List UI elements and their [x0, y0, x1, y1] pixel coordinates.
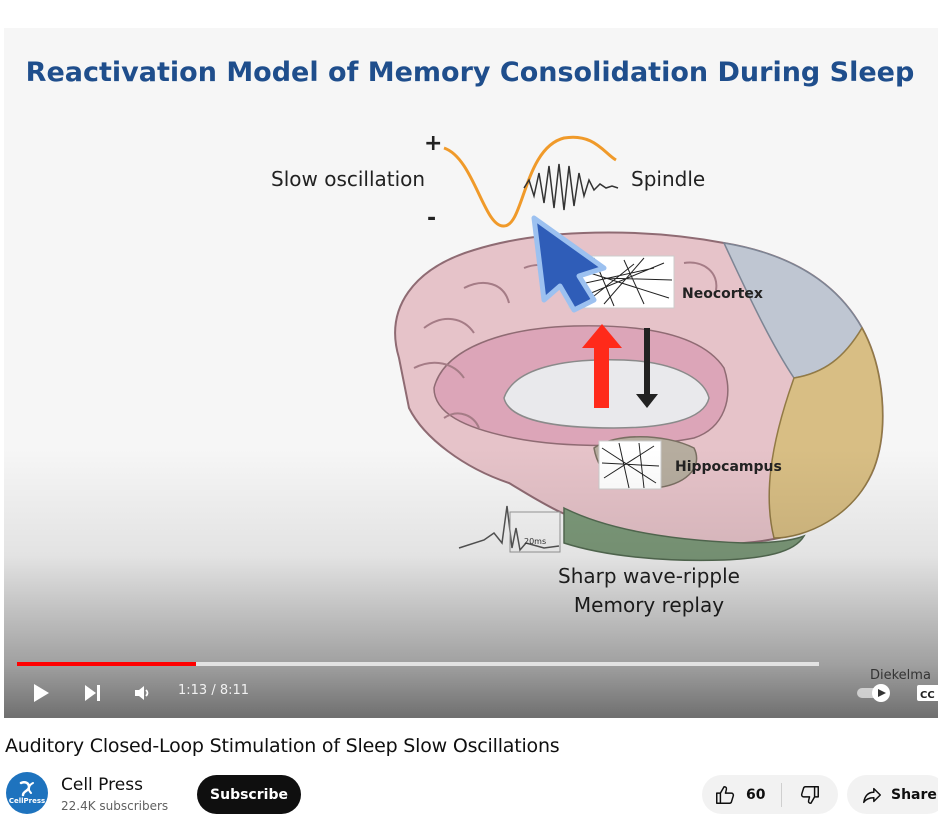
current-time: 1:13	[178, 683, 208, 698]
mute-button[interactable]	[128, 678, 158, 708]
slide-credit: Diekelma	[870, 668, 931, 683]
video-player[interactable]: Reactivation Model of Memory Consolidati…	[4, 28, 938, 718]
neocortex-label: Neocortex	[682, 286, 763, 302]
time-display: 1:13 / 8:11	[178, 683, 249, 698]
avatar-text: CellPress	[8, 797, 46, 805]
video-title: Auditory Closed-Loop Stimulation of Slee…	[5, 735, 560, 757]
hippocampus-neuron-panel	[598, 440, 662, 490]
closed-captions-icon: CC	[917, 685, 938, 701]
slide-title: Reactivation Model of Memory Consolidati…	[26, 57, 915, 88]
plus-sign: +	[424, 131, 442, 156]
time-separator: /	[207, 683, 220, 698]
hippocampus-label: Hippocampus	[675, 459, 782, 475]
spindle-label: Spindle	[631, 167, 705, 191]
slow-oscillation-label: Slow oscillation	[271, 167, 425, 191]
scale-label: 20ms	[524, 537, 546, 546]
like-dislike-group: 60	[702, 775, 838, 814]
play-button[interactable]	[26, 678, 56, 708]
black-down-arrow	[636, 328, 658, 408]
dislike-button[interactable]	[782, 775, 838, 814]
spindle-wave	[523, 163, 619, 211]
cc-label: CC	[920, 690, 935, 701]
progress-loaded	[17, 662, 819, 666]
cell-press-logo-icon	[19, 781, 34, 797]
thumbs-up-icon	[716, 785, 735, 804]
subscriber-count: 22.4K subscribers	[61, 799, 169, 813]
slow-oscillation-curve	[443, 135, 617, 228]
captions-button[interactable]: CC	[914, 678, 938, 708]
channel-avatar[interactable]: CellPress	[6, 772, 48, 814]
caption-line-2: Memory replay	[574, 593, 724, 617]
autoplay-toggle-icon	[857, 684, 890, 702]
red-up-arrow	[582, 324, 622, 408]
duration: 8:11	[219, 683, 250, 698]
next-button[interactable]	[78, 678, 108, 708]
blue-arrow	[531, 215, 607, 313]
skip-next-icon	[85, 685, 100, 701]
like-button[interactable]: 60	[702, 775, 781, 814]
thumbs-down-icon	[800, 785, 819, 804]
volume-icon	[135, 686, 149, 700]
share-button[interactable]: Share	[847, 775, 938, 814]
channel-name[interactable]: Cell Press	[61, 775, 143, 795]
share-label: Share	[891, 786, 937, 803]
slide-image: Reactivation Model of Memory Consolidati…	[4, 28, 938, 718]
subscribe-button[interactable]: Subscribe	[197, 775, 301, 814]
share-icon	[863, 787, 881, 803]
minus-sign: -	[427, 206, 436, 231]
autoplay-toggle[interactable]	[854, 678, 894, 708]
progress-bar[interactable]	[17, 662, 819, 666]
progress-played	[17, 662, 196, 666]
play-icon	[34, 684, 49, 702]
caption-line-1: Sharp wave-ripple	[558, 564, 740, 588]
like-separator	[781, 782, 782, 807]
like-count: 60	[746, 786, 766, 803]
